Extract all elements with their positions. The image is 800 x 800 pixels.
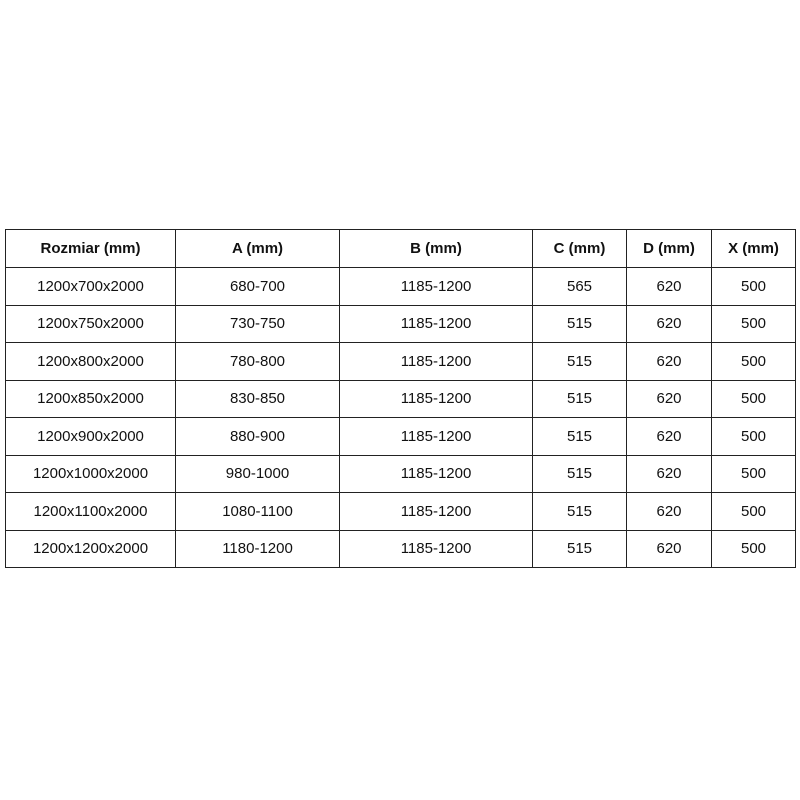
- table-cell: 1200x1000x2000: [5, 454, 176, 493]
- table-cell: 620: [626, 267, 712, 306]
- table-cell: 1185-1200: [339, 492, 533, 531]
- table-row: 1200x750x2000 730-750 1185-1200 515 620 500: [5, 304, 796, 343]
- table-cell: 500: [711, 529, 796, 568]
- table-cell: 515: [532, 454, 627, 493]
- column-header: Rozmiar (mm): [5, 229, 176, 268]
- table-cell: 830-850: [175, 379, 340, 418]
- table-cell: 1200x1200x2000: [5, 529, 176, 568]
- table-row: 1200x850x2000 830-850 1185-1200 515 620 500: [5, 379, 796, 418]
- table-cell: 500: [711, 267, 796, 306]
- table-cell: 1200x900x2000: [5, 417, 176, 456]
- column-header: C (mm): [532, 229, 627, 268]
- table-cell: 1180-1200: [175, 529, 340, 568]
- table-cell: 515: [532, 342, 627, 381]
- table-cell: 500: [711, 342, 796, 381]
- table-cell: 620: [626, 529, 712, 568]
- table-cell: 880-900: [175, 417, 340, 456]
- table-cell: 1080-1100: [175, 492, 340, 531]
- table-row: 1200x1100x2000 1080-1100 1185-1200 515 620 50…: [5, 492, 796, 531]
- table-cell: 1200x800x2000: [5, 342, 176, 381]
- column-header: D (mm): [626, 229, 712, 268]
- table-cell: 730-750: [175, 304, 340, 343]
- table-cell: 1200x1100x2000: [5, 492, 176, 531]
- table-cell: 1185-1200: [339, 342, 533, 381]
- table-cell: 500: [711, 417, 796, 456]
- table-cell: 515: [532, 417, 627, 456]
- table-cell: 500: [711, 454, 796, 493]
- table-cell: 980-1000: [175, 454, 340, 493]
- dimensions-table: Rozmiar (mm) A (mm) B (mm) C (mm) D (mm) X (m…: [5, 229, 796, 568]
- table-cell: 620: [626, 454, 712, 493]
- table-cell: 620: [626, 342, 712, 381]
- column-header: X (mm): [711, 229, 796, 268]
- table-row: 1200x1200x2000 1180-1200 1185-1200 515 620 50…: [5, 529, 796, 568]
- table-row: 1200x900x2000 880-900 1185-1200 515 620 500: [5, 417, 796, 456]
- table-cell: 1185-1200: [339, 529, 533, 568]
- table-cell: 1185-1200: [339, 454, 533, 493]
- table-cell: 515: [532, 529, 627, 568]
- table-cell: 500: [711, 379, 796, 418]
- column-header: A (mm): [175, 229, 340, 268]
- table-cell: 500: [711, 304, 796, 343]
- table-cell: 620: [626, 304, 712, 343]
- table-cell: 620: [626, 492, 712, 531]
- table-cell: 1200x750x2000: [5, 304, 176, 343]
- table-cell: 565: [532, 267, 627, 306]
- table-cell: 1200x850x2000: [5, 379, 176, 418]
- table-cell: 1185-1200: [339, 417, 533, 456]
- table-cell: 515: [532, 492, 627, 531]
- table-row: 1200x1000x2000 980-1000 1185-1200 515 620 500: [5, 454, 796, 493]
- table-cell: 1185-1200: [339, 304, 533, 343]
- table-cell: 780-800: [175, 342, 340, 381]
- table-cell: 515: [532, 304, 627, 343]
- table-cell: 680-700: [175, 267, 340, 306]
- table-cell: 620: [626, 417, 712, 456]
- table-cell: 500: [711, 492, 796, 531]
- table-cell: 1185-1200: [339, 379, 533, 418]
- table-cell: 1185-1200: [339, 267, 533, 306]
- table-row: 1200x700x2000 680-700 1185-1200 565 620 500: [5, 267, 796, 306]
- table-row: 1200x800x2000 780-800 1185-1200 515 620 500: [5, 342, 796, 381]
- table-cell: 1200x700x2000: [5, 267, 176, 306]
- column-header: B (mm): [339, 229, 533, 268]
- table-cell: 620: [626, 379, 712, 418]
- table-header-row: Rozmiar (mm) A (mm) B (mm) C (mm) D (mm) X (m…: [5, 229, 796, 268]
- table-cell: 515: [532, 379, 627, 418]
